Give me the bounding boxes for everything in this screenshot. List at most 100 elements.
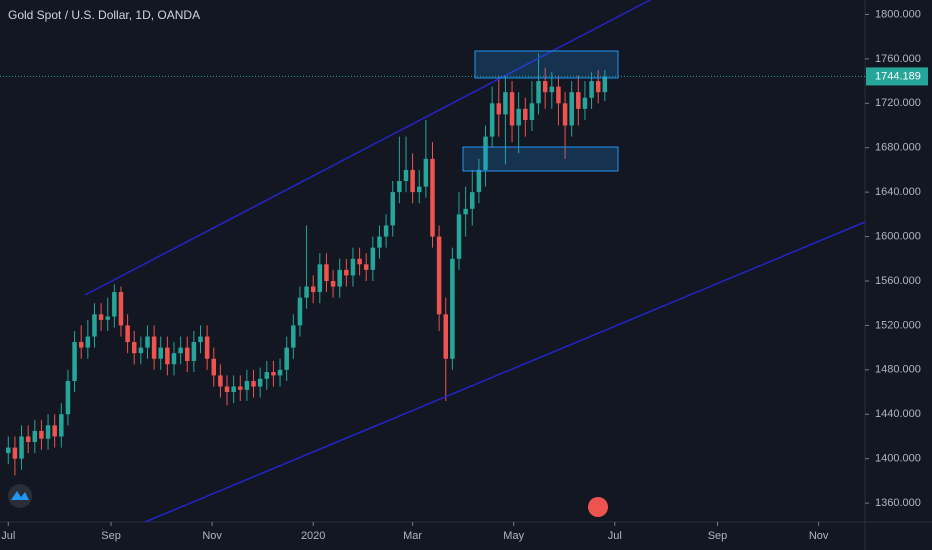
candle-body bbox=[496, 103, 502, 115]
candle-body bbox=[231, 386, 236, 393]
candle-body bbox=[416, 186, 422, 193]
y-tick-label: 1440.000 bbox=[875, 408, 921, 420]
x-tick-label: Sep bbox=[708, 530, 728, 542]
candle-body bbox=[476, 169, 482, 193]
y-tick-label: 1760.000 bbox=[875, 53, 921, 65]
candle-body bbox=[523, 108, 528, 120]
y-tick-label: 1400.000 bbox=[875, 453, 921, 465]
candle-body bbox=[65, 380, 71, 415]
channel-upper bbox=[84, 0, 651, 296]
candle-body bbox=[185, 347, 190, 361]
y-tick-label: 1560.000 bbox=[875, 275, 921, 287]
candle-body bbox=[390, 192, 395, 226]
candle-body bbox=[324, 264, 329, 281]
candle-body bbox=[436, 236, 442, 315]
y-tick-label: 1600.000 bbox=[875, 230, 921, 242]
y-tick-label: 1520.000 bbox=[875, 319, 921, 331]
candle-body bbox=[489, 103, 495, 137]
candle-body bbox=[291, 325, 296, 348]
x-tick-label: Nov bbox=[809, 530, 829, 542]
y-tick-label: 1640.000 bbox=[875, 186, 921, 198]
candle-body bbox=[251, 380, 256, 387]
candle-body bbox=[503, 92, 508, 115]
candle-body bbox=[165, 347, 170, 365]
candle-body bbox=[450, 258, 455, 359]
y-tick-label: 1360.000 bbox=[875, 497, 921, 509]
resistance-zone bbox=[474, 50, 619, 79]
candle-body bbox=[131, 342, 137, 354]
candle-body bbox=[297, 297, 303, 326]
candle-body bbox=[78, 342, 84, 348]
candle-body bbox=[483, 136, 488, 170]
x-tick-label: Jul bbox=[608, 530, 622, 542]
candle-body bbox=[204, 336, 210, 359]
candle-body bbox=[350, 258, 356, 276]
candle-body bbox=[178, 347, 183, 354]
support-zone bbox=[462, 146, 619, 172]
candle-body bbox=[330, 280, 336, 287]
candle-body bbox=[569, 92, 574, 126]
candle-body bbox=[138, 347, 144, 354]
candle-body bbox=[238, 386, 243, 390]
candle-body bbox=[317, 264, 323, 293]
logo-mark bbox=[11, 491, 29, 500]
current-price-label: 1744.189 bbox=[875, 70, 921, 82]
candle-body bbox=[112, 292, 117, 317]
candle-body bbox=[410, 169, 415, 193]
candle-body bbox=[304, 286, 309, 298]
y-tick-label: 1680.000 bbox=[875, 142, 921, 154]
candle-body bbox=[85, 336, 91, 348]
candle-body bbox=[198, 336, 203, 343]
candle-body bbox=[191, 342, 197, 361]
x-tick-label: 2020 bbox=[301, 530, 325, 542]
candle-body bbox=[516, 108, 521, 126]
candle-body bbox=[562, 103, 568, 126]
candle-body bbox=[397, 181, 402, 193]
y-tick-label: 1800.000 bbox=[875, 8, 921, 20]
candle-body bbox=[45, 425, 51, 439]
channel-lower bbox=[144, 221, 866, 523]
candle-body bbox=[463, 208, 468, 215]
candle-body bbox=[456, 214, 462, 259]
candle-body bbox=[25, 436, 31, 443]
candle-body bbox=[257, 378, 263, 387]
candle-body bbox=[284, 347, 289, 370]
y-tick-label: 1720.000 bbox=[875, 97, 921, 109]
candle-body bbox=[549, 86, 555, 93]
candle-body bbox=[383, 225, 389, 237]
candle-body bbox=[357, 258, 362, 265]
x-tick-label: Sep bbox=[101, 530, 121, 542]
candle-body bbox=[582, 97, 588, 109]
candle-body bbox=[264, 372, 270, 379]
candle-body bbox=[72, 342, 77, 381]
candle-body bbox=[470, 192, 475, 209]
candle-body bbox=[39, 430, 44, 439]
candle-body bbox=[377, 236, 382, 248]
candle-body bbox=[337, 269, 342, 287]
candle-body bbox=[52, 425, 57, 437]
candle-body bbox=[556, 86, 561, 104]
x-tick-label: May bbox=[503, 530, 524, 542]
candle-body bbox=[542, 81, 548, 93]
candle-body bbox=[344, 269, 349, 276]
candle-body bbox=[6, 447, 11, 454]
current-price-badge bbox=[866, 67, 928, 86]
y-tick-label: 1480.000 bbox=[875, 364, 921, 376]
candle-body bbox=[370, 247, 376, 270]
candle-body bbox=[244, 380, 250, 390]
x-tick-label: Jul bbox=[1, 530, 15, 542]
candle-body bbox=[529, 103, 535, 120]
candle-body bbox=[576, 92, 581, 109]
candle-body bbox=[589, 81, 594, 98]
candle-body bbox=[12, 447, 18, 459]
candle-body bbox=[92, 314, 97, 337]
candle-body bbox=[145, 336, 150, 348]
candle-body bbox=[423, 158, 429, 187]
x-tick-label: Mar bbox=[403, 530, 422, 542]
candle-body bbox=[595, 81, 601, 93]
candle-body bbox=[158, 347, 163, 359]
candle-body bbox=[151, 336, 157, 359]
candle-body bbox=[310, 286, 316, 293]
